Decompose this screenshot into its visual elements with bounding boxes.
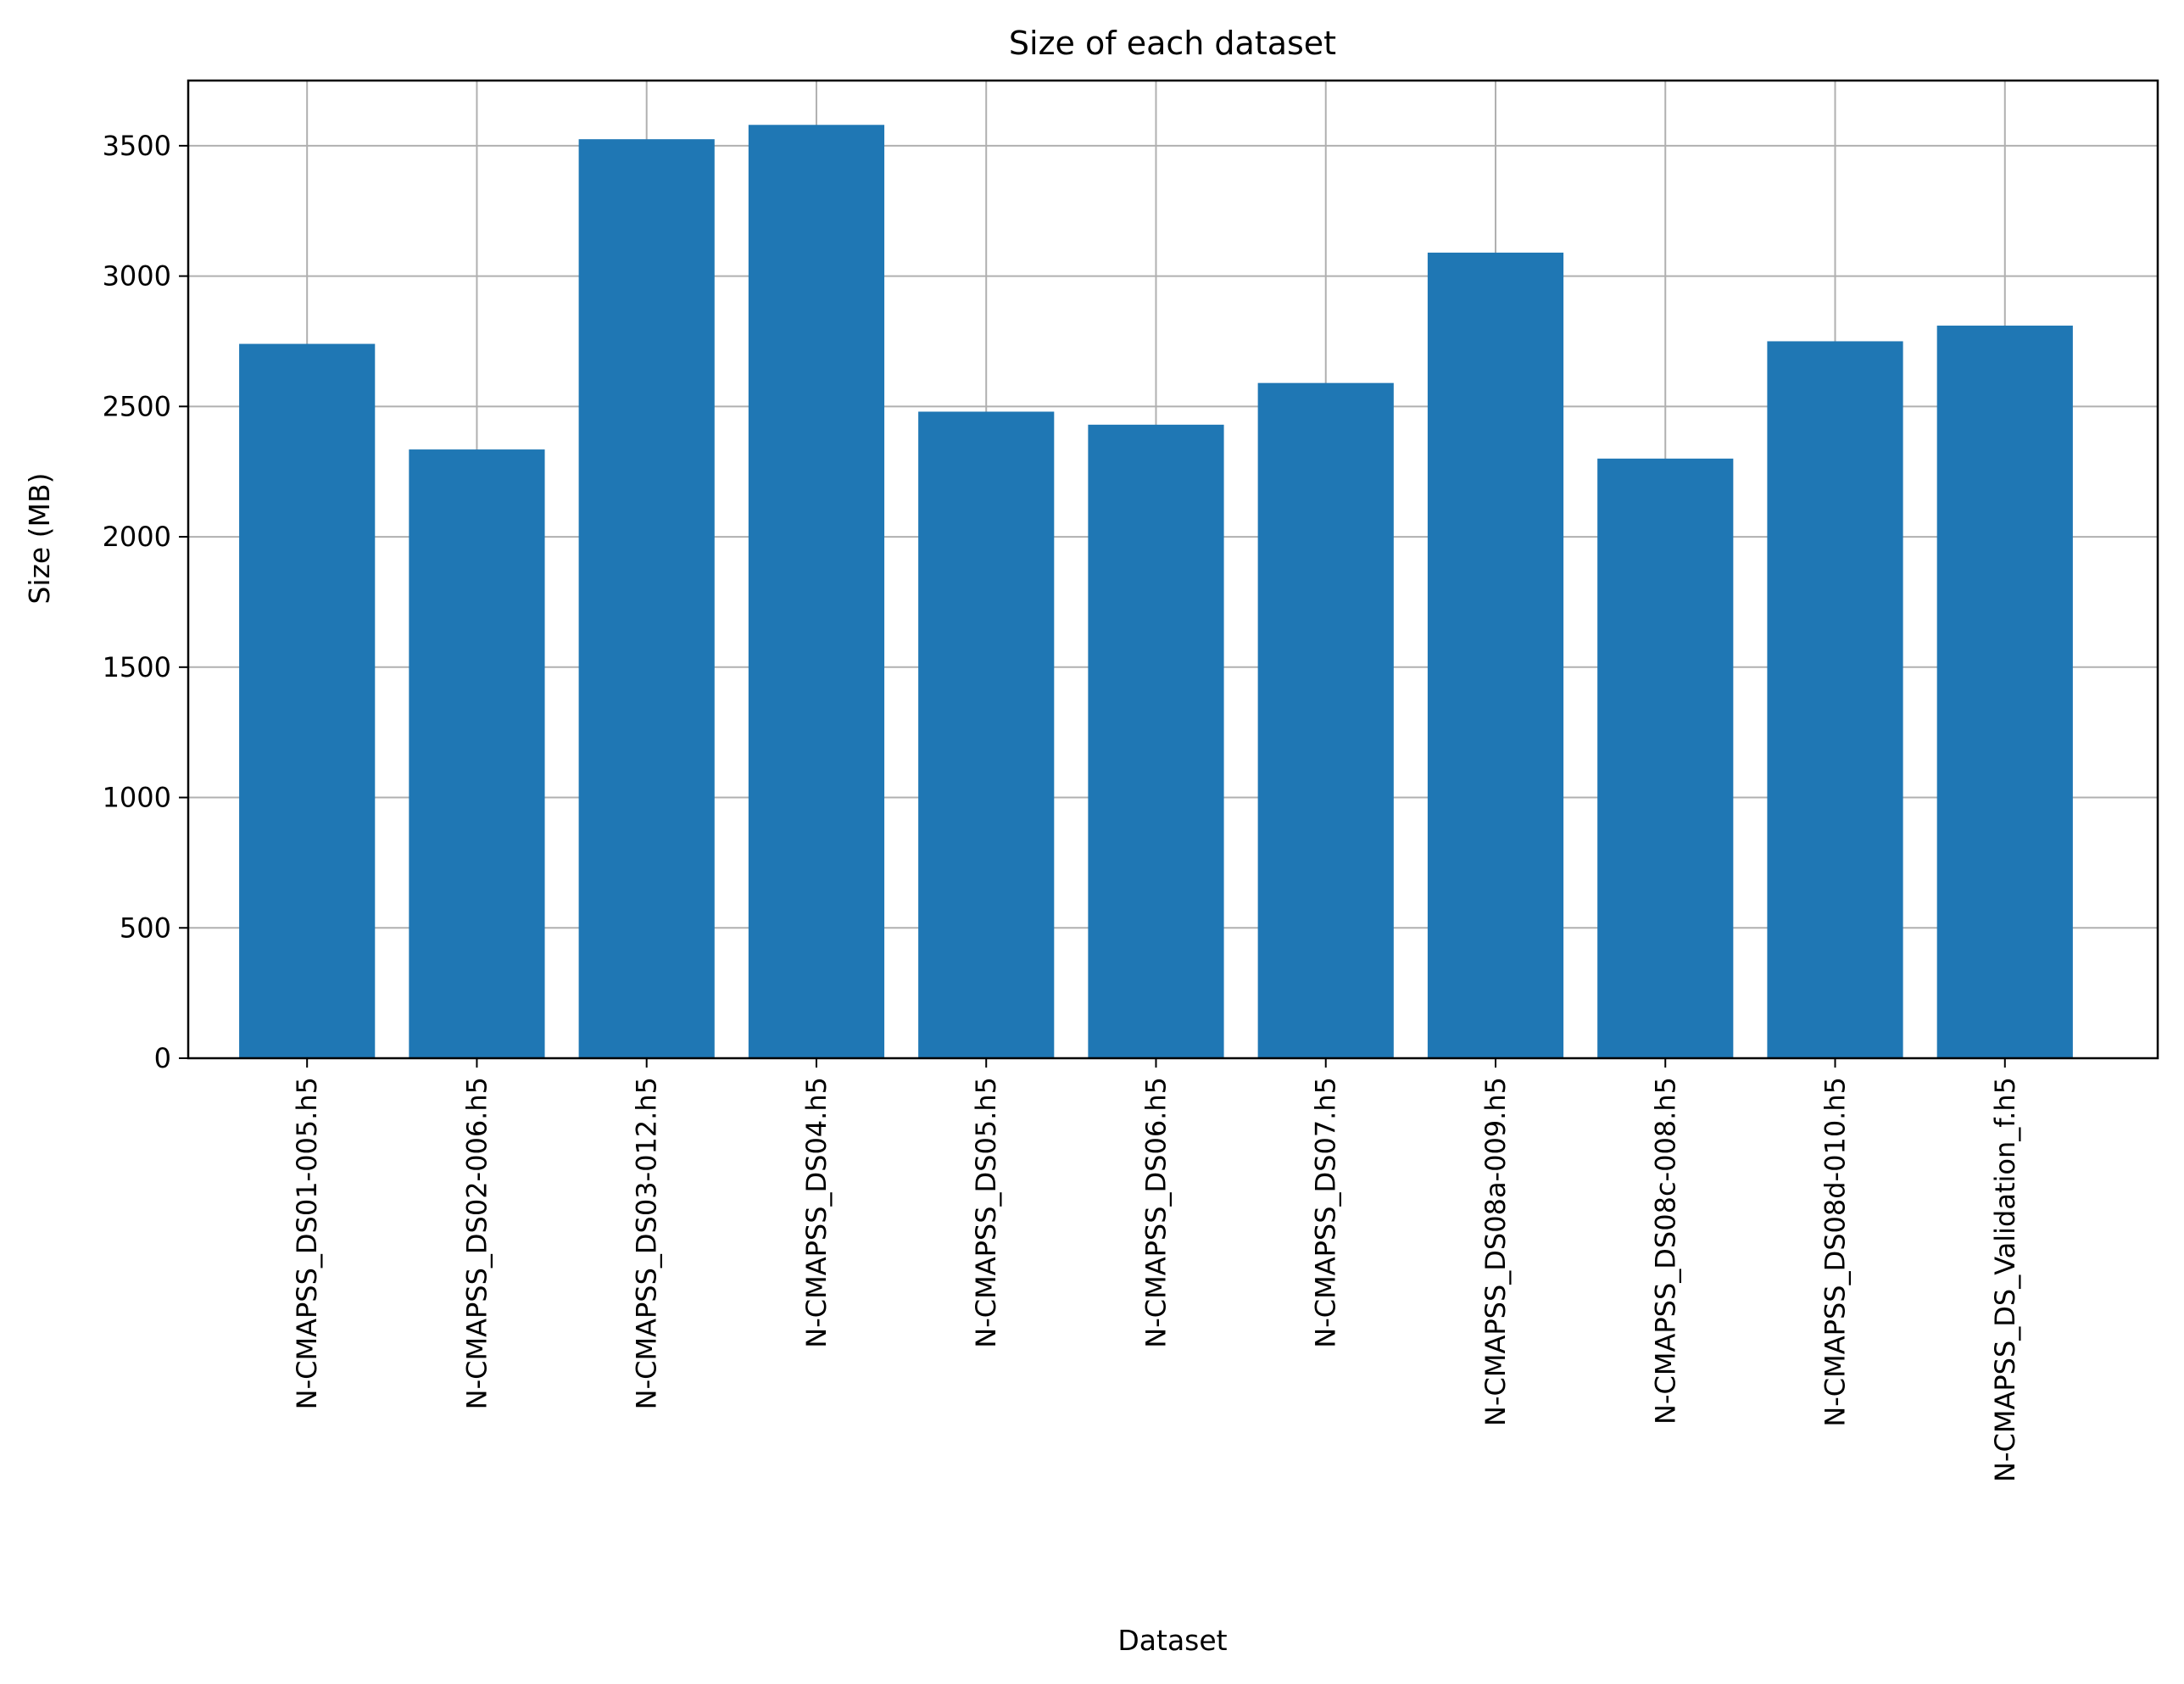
x-tick-label: N-CMAPSS_DS08d-010.h5: [1819, 1077, 1852, 1427]
bar: [1257, 382, 1394, 1058]
x-tick-label: N-CMAPSS_DS07.h5: [1310, 1077, 1342, 1348]
bar: [918, 411, 1055, 1058]
x-tick-label: N-CMAPSS_DS06.h5: [1139, 1077, 1172, 1348]
bar: [1088, 424, 1224, 1059]
bar: [1427, 252, 1564, 1059]
bar: [409, 449, 545, 1058]
x-tick-label: N-CMAPSS_DS01-005.h5: [291, 1077, 323, 1409]
chart-title: Size of each dataset: [1009, 25, 1336, 62]
y-tick-label: 0: [154, 1042, 171, 1074]
bar: [1936, 326, 2073, 1058]
bar: [748, 125, 885, 1059]
x-tick-label: N-CMAPSS_DS04.h5: [800, 1077, 833, 1348]
bar: [578, 139, 715, 1059]
y-tick-label: 1500: [103, 651, 171, 683]
bar: [1767, 341, 1903, 1058]
bar: [239, 343, 376, 1058]
x-tick-label: N-CMAPSS_DS05.h5: [970, 1077, 1002, 1348]
x-tick-label: N-CMAPSS_DS03-012.h5: [631, 1077, 663, 1409]
bar: [1597, 458, 1734, 1058]
x-tick-label: N-CMAPSS_DS08a-009.h5: [1479, 1077, 1512, 1426]
y-tick-label: 500: [120, 912, 171, 944]
y-tick-label: 2500: [103, 390, 171, 422]
y-tick-label: 3500: [103, 130, 171, 162]
x-axis: N-CMAPSS_DS01-005.h5 N-CMAPSS_DS02-006.h5…: [291, 1058, 2021, 1482]
y-axis: 0 500 1000 1500 2000 2500 3000 3500: [103, 130, 188, 1074]
y-tick-label: 2000: [103, 521, 171, 553]
x-tick-label: N-CMAPSS_DS_Validation_f.h5: [1989, 1077, 2021, 1482]
x-tick-label: N-CMAPSS_DS08c-008.h5: [1649, 1077, 1681, 1425]
y-tick-label: 1000: [103, 782, 171, 814]
x-tick-label: N-CMAPSS_DS02-006.h5: [460, 1077, 493, 1409]
bars: [239, 125, 2073, 1059]
plot-frame: [187, 79, 2159, 1060]
x-axis-label: Dataset: [1117, 1624, 1227, 1657]
y-tick-label: 3000: [103, 260, 171, 293]
y-axis-label: Size (MB): [23, 472, 56, 604]
